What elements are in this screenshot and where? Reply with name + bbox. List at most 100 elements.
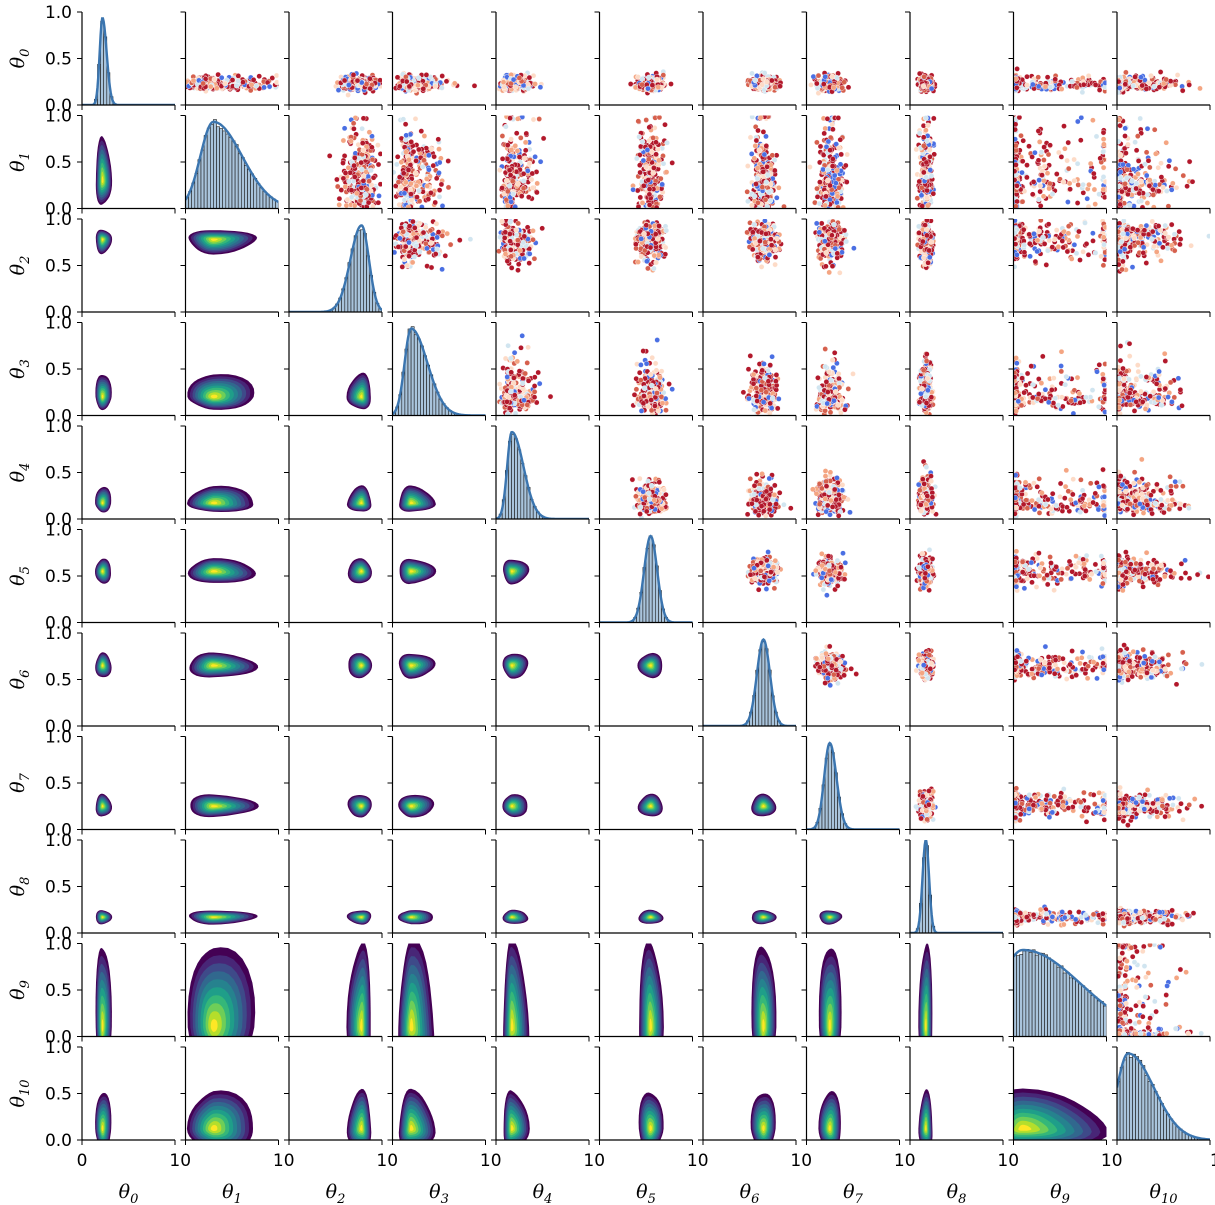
- scatter-point: [358, 166, 365, 173]
- scatter-point: [816, 200, 823, 207]
- scatter-point: [1049, 191, 1056, 197]
- scatter-point: [843, 162, 849, 169]
- scatter-point: [534, 189, 540, 196]
- scatter-point: [662, 121, 668, 128]
- scatter-point: [838, 151, 845, 158]
- scatter-point: [1037, 182, 1043, 189]
- scatter-point: [762, 196, 769, 203]
- scatter-point: [769, 152, 776, 159]
- scatter-point: [499, 185, 505, 191]
- panel-content: [185, 71, 279, 94]
- hist-bar: [241, 157, 245, 209]
- scatter-point: [639, 200, 646, 206]
- scatter-point: [814, 139, 820, 146]
- scatter-point: [1024, 73, 1030, 80]
- scatter-point: [1100, 136, 1107, 142]
- scatter-point: [927, 153, 933, 160]
- scatter-point: [1151, 83, 1157, 90]
- scatter-point: [835, 115, 842, 121]
- hist-bar: [256, 183, 261, 209]
- scatter-point: [436, 193, 443, 200]
- scatter-point: [416, 198, 423, 204]
- scatter-point: [428, 190, 434, 196]
- scatter-point: [408, 191, 414, 197]
- scatter-point: [436, 187, 443, 193]
- scatter-point: [1117, 122, 1123, 129]
- hist-bar: [231, 140, 236, 209]
- scatter-point: [520, 178, 527, 184]
- hist-bar: [200, 149, 205, 209]
- scatter-point: [1030, 179, 1037, 185]
- scatter-point: [745, 163, 751, 169]
- scatter-point: [1197, 85, 1203, 92]
- scatter-point: [646, 186, 653, 192]
- scatter-point: [744, 188, 751, 195]
- scatter-point: [525, 85, 532, 92]
- kde-contour: [101, 176, 104, 183]
- scatter-point: [1084, 195, 1090, 202]
- scatter-point: [1018, 132, 1024, 139]
- scatter-point: [402, 121, 409, 127]
- scatter-point: [523, 130, 530, 137]
- scatter-point: [763, 143, 770, 149]
- scatter-point: [1041, 157, 1047, 163]
- scatter-point: [772, 84, 778, 91]
- scatter-point: [1100, 129, 1107, 136]
- scatter-point: [1066, 180, 1073, 187]
- scatter-point: [930, 190, 937, 197]
- scatter-point: [405, 167, 412, 173]
- scatter-point: [421, 133, 428, 139]
- scatter-point: [1044, 170, 1051, 176]
- scatter-point: [1117, 85, 1123, 91]
- scatter-point: [412, 116, 419, 122]
- scatter-point: [394, 74, 401, 81]
- hist-bar: [216, 126, 220, 209]
- scatter-point: [420, 163, 426, 170]
- scatter-point: [636, 133, 642, 140]
- scatter-point: [659, 181, 666, 188]
- scatter-point: [927, 167, 934, 173]
- scatter-point: [634, 187, 641, 194]
- scatter-point: [646, 74, 652, 81]
- scatter-point: [660, 160, 667, 167]
- scatter-point: [833, 180, 839, 186]
- scatter-point: [513, 130, 520, 136]
- scatter-point: [375, 161, 382, 168]
- scatter-point: [1036, 139, 1043, 145]
- scatter-point: [269, 75, 276, 81]
- scatter-point: [369, 133, 375, 139]
- scatter-point: [753, 137, 760, 144]
- panel-0-4: [491, 11, 590, 110]
- panel-content: [333, 70, 382, 98]
- scatter-point: [781, 203, 787, 209]
- scatter-point: [1036, 196, 1042, 203]
- scatter-point: [426, 166, 432, 173]
- scatter-point: [1138, 74, 1144, 80]
- scatter-point: [537, 158, 544, 165]
- scatter-point: [1019, 169, 1025, 176]
- scatter-point: [436, 170, 442, 176]
- scatter-point: [1100, 174, 1107, 180]
- scatter-point: [348, 187, 355, 193]
- scatter-point: [807, 164, 813, 170]
- scatter-point: [1172, 81, 1179, 88]
- kde-line: [82, 17, 175, 105]
- scatter-point: [421, 157, 427, 163]
- hist-bar: [228, 137, 233, 209]
- scatter-point: [1058, 154, 1065, 160]
- scatter-point: [808, 82, 814, 88]
- scatter-point: [431, 153, 437, 160]
- scatter-point: [364, 186, 370, 193]
- scatter-point: [518, 135, 524, 141]
- scatter-point: [522, 147, 529, 154]
- hist-bar: [237, 153, 242, 209]
- scatter-point: [368, 167, 374, 174]
- scatter-point: [1080, 181, 1086, 188]
- scatter-point: [233, 82, 240, 89]
- scatter-point: [522, 139, 529, 146]
- scatter-point: [755, 127, 761, 134]
- scatter-point: [921, 74, 927, 80]
- scatter-point: [749, 115, 755, 120]
- scatter-point: [504, 188, 511, 195]
- panel-1-8: [905, 115, 1004, 214]
